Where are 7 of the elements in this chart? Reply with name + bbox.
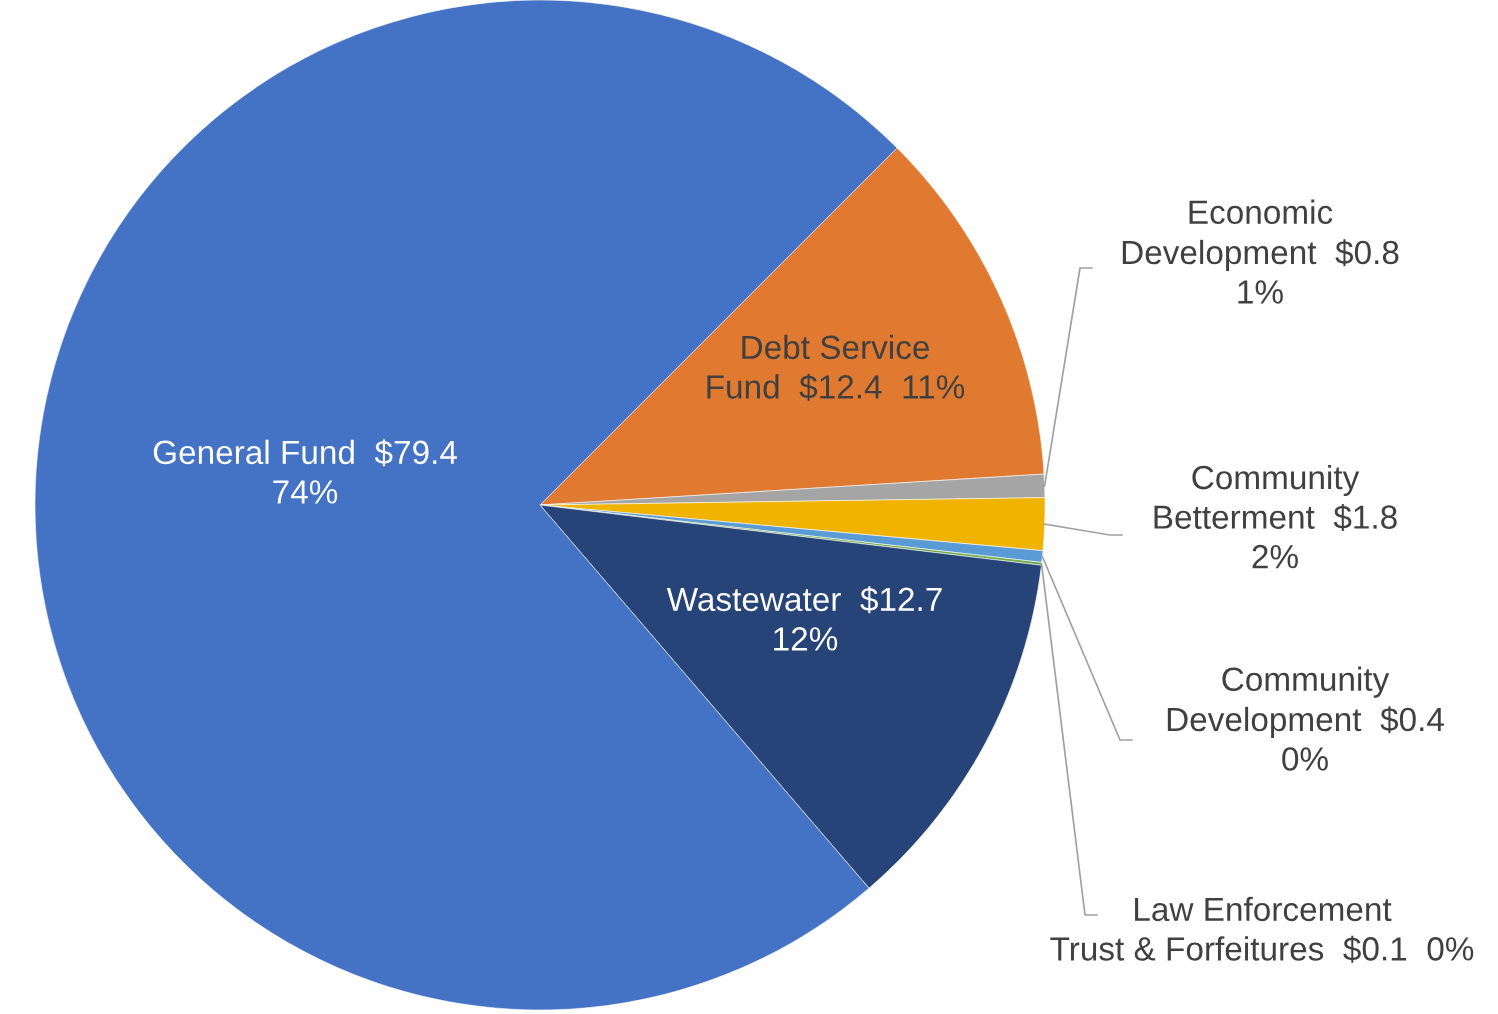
slice-label: Community Betterment $1.8 2% bbox=[1154, 464, 1397, 569]
slice-label: Economic Development $0.8 1% bbox=[1122, 199, 1399, 304]
slice-label: Law Enforcement Trust & Forfeitures $0.1 0% bbox=[1050, 896, 1474, 963]
slice-label: General Fund $79.4 74% bbox=[153, 439, 457, 504]
slice-label: Wastewater $12.7 12% bbox=[666, 586, 942, 651]
slice-label: Community Development $0.4 0% bbox=[1167, 666, 1444, 771]
slice-label: Debt Service Fund $12.4 11% bbox=[707, 334, 965, 401]
